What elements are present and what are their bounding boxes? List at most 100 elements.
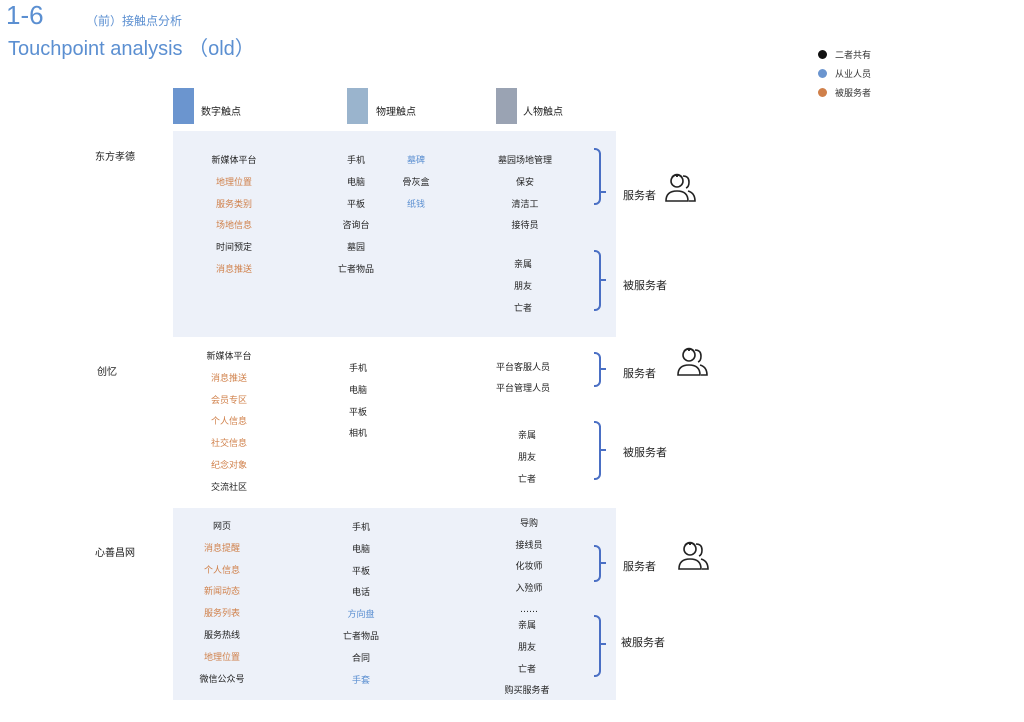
physical-touchpoint: 亡者物品 — [337, 265, 375, 275]
digital-touchpoint: 消息推送 — [210, 373, 248, 384]
people-touchpoint-served: 亡者 — [517, 664, 537, 675]
service-staff-icon — [677, 347, 708, 376]
people-touchpoint-provider: 平台管理人员 — [495, 384, 551, 394]
digital-touchpoint: 网页 — [212, 522, 232, 532]
people-touchpoint-served: 亡者 — [517, 474, 537, 485]
physical-touchpoint: 平板 — [351, 566, 371, 577]
digital-touchpoint: 纪念对象 — [210, 461, 248, 471]
people-touchpoint-provider: 平台客服人员 — [495, 363, 551, 373]
bracket-served — [594, 615, 601, 677]
physical-touchpoint: 电脑 — [351, 544, 371, 555]
digital-touchpoint: 服务类别 — [215, 199, 253, 210]
people-touchpoint-provider: 接待员 — [511, 221, 539, 232]
physical-touchpoint: 手机 — [348, 364, 368, 374]
group-name: 心善昌网 — [95, 548, 135, 559]
people-touchpoint-provider: 接线员 — [515, 540, 543, 551]
physical-touchpoint: 骨灰盒 — [402, 177, 430, 188]
group-name: 东方孝德 — [95, 152, 135, 163]
physical-touchpoint: 咨询台 — [342, 221, 370, 232]
legend-label: 被服务者 — [835, 89, 872, 99]
digital-touchpoint: 个人信息 — [203, 565, 241, 576]
group-band-1 — [173, 131, 616, 337]
legend-dot — [818, 69, 827, 78]
digital-touchpoint: 服务热线 — [203, 631, 241, 641]
physical-touchpoint: 平板 — [348, 407, 368, 418]
page-title: Touchpoint analysis （old） — [8, 38, 255, 60]
group-band-3 — [173, 508, 616, 700]
role-label-provider: 服务者 — [623, 189, 656, 202]
digital-touchpoint: 地理位置 — [215, 177, 253, 188]
legend-label: 二者共有 — [835, 51, 872, 61]
bracket-tip — [601, 643, 606, 645]
people-touchpoint-provider: 入殓师 — [515, 583, 543, 594]
digital-touchpoint: 社交信息 — [210, 439, 248, 450]
bracket-provider — [594, 148, 601, 205]
role-label-served: 被服务者 — [623, 279, 667, 292]
role-label-provider: 服务者 — [623, 560, 656, 573]
legend-dot — [818, 50, 827, 59]
digital-touchpoint: 微信公众号 — [199, 674, 245, 685]
physical-touchpoint: 手机 — [351, 523, 371, 533]
people-touchpoint-provider: 保安 — [515, 177, 535, 188]
column-swatch-physical — [347, 88, 368, 124]
physical-touchpoint: 手套 — [351, 675, 371, 686]
people-touchpoint-provider: 清洁工 — [511, 199, 539, 210]
people-touchpoint-provider: 导购 — [519, 519, 539, 529]
column-swatch-digital — [173, 88, 194, 124]
physical-touchpoint: 亡者物品 — [342, 632, 380, 642]
bracket-served — [594, 250, 601, 311]
physical-touchpoint: 手机 — [346, 156, 366, 166]
role-label-provider: 服务者 — [623, 367, 656, 380]
page-subtitle-cn: （前）接触点分析 — [86, 14, 183, 28]
digital-touchpoint: 新闻动态 — [203, 587, 241, 598]
digital-touchpoint: 新媒体平台 — [206, 352, 252, 362]
column-header-physical: 物理触点 — [376, 107, 416, 118]
people-touchpoint-served: 亲属 — [513, 260, 533, 270]
people-touchpoint-served: 购买服务者 — [504, 686, 550, 697]
people-touchpoint-served: 朋友 — [517, 642, 537, 653]
digital-touchpoint: 新媒体平台 — [211, 156, 257, 166]
digital-touchpoint: 消息推送 — [215, 265, 253, 275]
role-label-served: 被服务者 — [623, 446, 667, 459]
role-label-served: 被服务者 — [621, 636, 665, 649]
people-touchpoint-served: 亡者 — [513, 303, 533, 314]
physical-touchpoint: 方向盘 — [347, 610, 375, 621]
legend: 二者共有 从业人员 被服务者 — [818, 45, 871, 102]
page-number: 1-6 — [6, 0, 44, 30]
legend-item-staff: 从业人员 — [818, 64, 871, 83]
people-touchpoint-provider: 墓园场地管理 — [497, 156, 553, 166]
bracket-provider — [594, 352, 601, 387]
legend-item-shared: 二者共有 — [818, 45, 871, 64]
physical-touchpoint: 纸钱 — [406, 199, 426, 210]
people-touchpoint-served: 朋友 — [517, 452, 537, 463]
service-staff-icon — [678, 541, 709, 570]
people-touchpoint-served: 亲属 — [517, 621, 537, 631]
digital-touchpoint: 地理位置 — [203, 652, 241, 663]
digital-touchpoint: 会员专区 — [210, 395, 248, 406]
people-touchpoint-served: 朋友 — [513, 281, 533, 292]
service-staff-icon — [665, 173, 696, 202]
column-header-people: 人物触点 — [523, 107, 563, 118]
column-swatch-people — [496, 88, 517, 124]
digital-touchpoint: 场地信息 — [215, 221, 253, 232]
people-touchpoint-served: 亲属 — [517, 431, 537, 441]
column-header-digital: 数字触点 — [201, 107, 241, 118]
physical-touchpoint: 相机 — [348, 429, 368, 440]
physical-touchpoint: 合同 — [351, 653, 371, 664]
bracket-served — [594, 421, 601, 480]
physical-touchpoint: 平板 — [346, 199, 366, 210]
physical-touchpoint: 墓碑 — [406, 156, 426, 166]
group-name: 创忆 — [97, 367, 117, 378]
bracket-tip — [601, 191, 606, 193]
legend-dot — [818, 88, 827, 97]
legend-item-served: 被服务者 — [818, 83, 871, 102]
people-touchpoint-provider: 化妆师 — [515, 562, 543, 573]
bracket-tip — [601, 562, 606, 564]
physical-touchpoint: 电话 — [351, 588, 371, 599]
people-touchpoint-provider: …… — [520, 605, 538, 616]
bracket-tip — [601, 449, 606, 451]
legend-label: 从业人员 — [835, 70, 872, 80]
digital-touchpoint: 服务列表 — [203, 609, 241, 620]
bracket-tip — [601, 279, 606, 281]
digital-touchpoint: 时间预定 — [215, 243, 253, 254]
